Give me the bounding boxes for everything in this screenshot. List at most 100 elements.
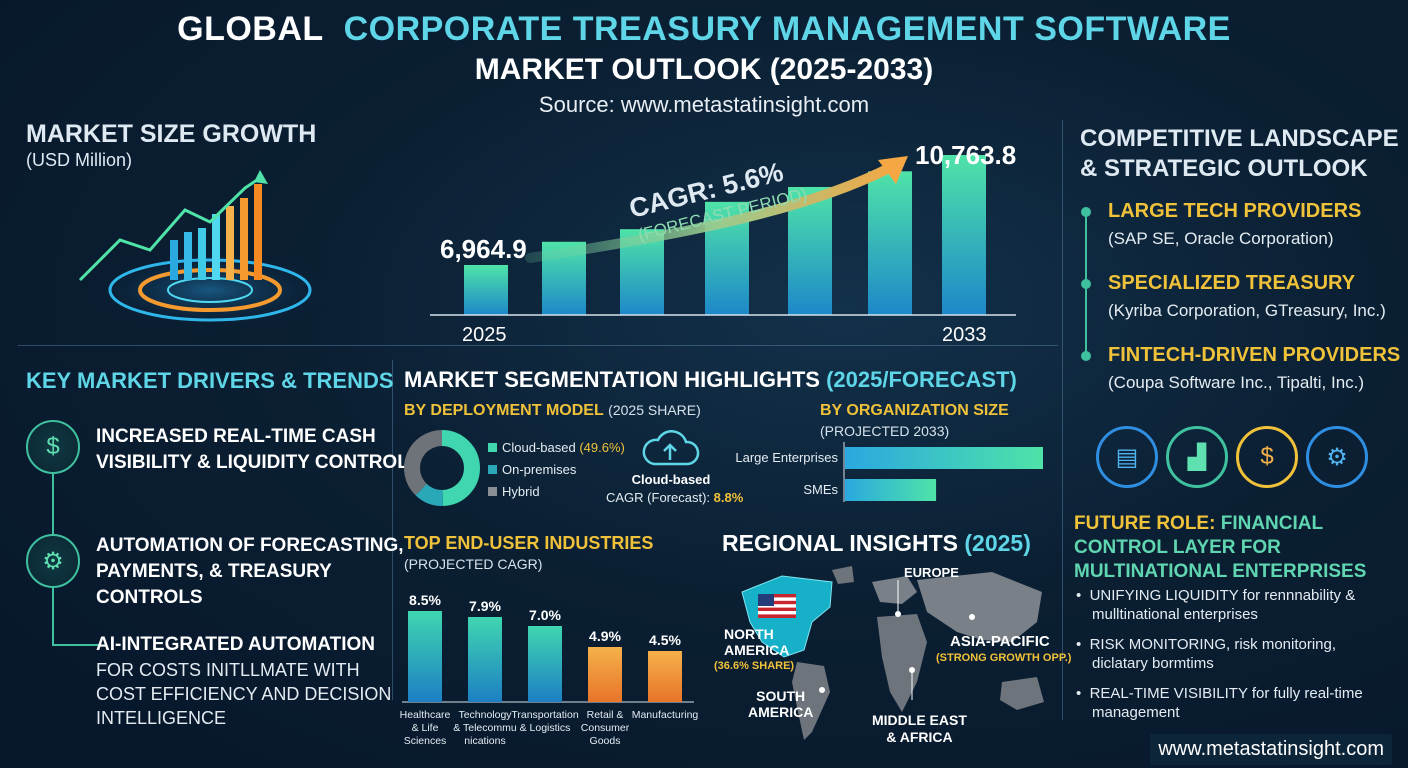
label-asia-pacific-note: (STRONG GROWTH OPP.) bbox=[936, 652, 1072, 664]
market-bar-2033 bbox=[942, 155, 986, 315]
future-role-title: FUTURE ROLE: FINANCIAL CONTROL LAYER FOR… bbox=[1074, 513, 1367, 582]
drivers-title: KEY MARKET DRIVERS & TRENDS bbox=[26, 368, 394, 393]
source-text: Source: www.metastatinsight.com bbox=[538, 92, 870, 117]
start-value-label: 6,964.9 bbox=[440, 234, 527, 264]
market-size-chart: 6,964.9 10,763.8 2025 2033 CAGR: 5.6% (F… bbox=[430, 140, 1016, 346]
drivers-connector-end bbox=[52, 644, 100, 646]
market-bar-2032 bbox=[868, 171, 912, 315]
future-item-1: • UNIFYING LIQUIDITY for rennnability & … bbox=[1076, 587, 1356, 623]
segmentation-title: MARKET SEGMENTATION HIGHLIGHTS (2025/FOR… bbox=[404, 367, 1017, 392]
label-asia-pacific: ASIA-PACIFIC bbox=[950, 633, 1050, 650]
industry-category-label: Consumer bbox=[581, 722, 630, 734]
deployment-legend: Cloud-based (49.6%) On-premises Hybrid bbox=[488, 436, 625, 502]
bar-chart-icon: ▟ bbox=[1166, 426, 1228, 488]
growth-arrow bbox=[525, 160, 900, 263]
comp-item-3-sub: (Coupa Software Inc., Tipalti, Inc.) bbox=[1108, 373, 1365, 392]
deployment-donut-chart bbox=[404, 430, 480, 506]
gear-chart-icon: ⚙ bbox=[26, 534, 80, 588]
divider-left bbox=[392, 360, 393, 700]
comp-item-2-sub: (Kyriba Corporation, GTreasury, Inc.) bbox=[1108, 301, 1386, 320]
region-australia bbox=[1000, 677, 1044, 710]
industry-bar-4 bbox=[648, 651, 682, 702]
industry-category-label: Retail & bbox=[587, 709, 624, 721]
end-year-label: 2033 bbox=[942, 324, 987, 346]
label-europe: EUROPE bbox=[904, 565, 959, 580]
start-year-label: 2025 bbox=[462, 324, 507, 346]
industry-category-label: Manufacturing bbox=[632, 709, 699, 721]
growth-chart-illustration bbox=[75, 170, 345, 332]
industries-heading: TOP END-USER INDUSTRIES bbox=[404, 533, 654, 553]
industry-category-label: & Telecommu bbox=[453, 722, 517, 734]
industry-bar-3 bbox=[588, 647, 622, 702]
industry-category-label: & Logistics bbox=[520, 722, 571, 734]
regional-title: REGIONAL INSIGHTS (2025) bbox=[722, 530, 1031, 556]
divider-horizontal bbox=[18, 345, 1058, 346]
donut-slice-cloud-based bbox=[441, 430, 480, 506]
industry-value-label: 7.9% bbox=[469, 598, 501, 614]
label-north-america: NORTH AMERICA bbox=[724, 626, 790, 658]
comp-item-1-head: LARGE TECH PROVIDERS bbox=[1108, 200, 1362, 222]
org-bar-label: SMEs bbox=[803, 482, 838, 497]
industry-bar-2 bbox=[528, 626, 562, 702]
donut-slice-hybrid bbox=[404, 430, 443, 496]
deployment-heading: BY DEPLOYMENT MODEL (2025 SHARE) bbox=[404, 402, 701, 419]
competitive-title: COMPETITIVE LANDSCAPE & STRATEGIC OUTLOO… bbox=[1080, 125, 1399, 182]
footer-url[interactable]: www.metastatinsight.com bbox=[1150, 734, 1392, 765]
label-middle-east-africa: MIDDLE EAST & AFRICA bbox=[872, 712, 967, 745]
org-bar-label: Large Enterprises bbox=[735, 450, 838, 465]
industry-bar-1 bbox=[468, 617, 502, 702]
driver-item-2: AUTOMATION OF FORECASTING, PAYMENTS, & T… bbox=[96, 535, 404, 608]
growth-arrow-head bbox=[878, 156, 908, 184]
industry-category-label: nications bbox=[464, 735, 505, 747]
legend-item-cloud: Cloud-based (49.6%) bbox=[488, 436, 625, 458]
gear-analytics-icon: ⚙ bbox=[1306, 426, 1368, 488]
industry-category-label: Transportation bbox=[511, 709, 578, 721]
industry-value-label: 4.9% bbox=[589, 628, 621, 644]
region-asia bbox=[917, 572, 1042, 642]
cloud-label: Cloud-based bbox=[631, 472, 711, 487]
industry-category-label: & Life bbox=[412, 722, 439, 734]
industry-value-label: 8.5% bbox=[409, 592, 441, 608]
world-map bbox=[741, 566, 1044, 740]
region-south-america bbox=[792, 662, 830, 740]
industry-category-label: Goods bbox=[590, 735, 621, 747]
market-bar-2025 bbox=[464, 265, 508, 315]
driver-item-3: AI-INTEGRATED AUTOMATION FOR COSTS INITL… bbox=[96, 634, 392, 728]
label-south-america: SOUTH AMERICA bbox=[748, 688, 814, 720]
industry-bar-0 bbox=[408, 611, 442, 702]
industry-category-label: Healthcare bbox=[400, 709, 451, 721]
future-item-3: • REAL-TIME VISIBILITY for fully real-ti… bbox=[1076, 685, 1363, 721]
dashboard-dollar-icon: ▤ bbox=[1096, 426, 1158, 488]
future-item-2: • RISK MONITORING, risk monitoring, dicl… bbox=[1076, 636, 1337, 672]
region-africa bbox=[877, 614, 927, 712]
label-north-america-share: (36.6% SHARE) bbox=[714, 660, 795, 672]
org-size-chart: Large Enterprises SMEs bbox=[735, 442, 1043, 502]
industry-value-label: 7.0% bbox=[529, 607, 561, 623]
cloud-upload-icon bbox=[642, 430, 700, 466]
org-bar-0 bbox=[845, 447, 1043, 469]
page-subtitle: MARKET OUTLOOK (2025-2033) bbox=[474, 53, 934, 86]
industry-category-label: Technology bbox=[458, 709, 512, 721]
market-size-title: MARKET SIZE GROWTH bbox=[26, 120, 317, 148]
cloud-cagr: CAGR (Forecast): 8.8% bbox=[606, 490, 744, 505]
org-size-note: (PROJECTED 2033) bbox=[820, 423, 950, 439]
comp-item-1-sub: (SAP SE, Oracle Corporation) bbox=[1108, 229, 1334, 248]
divider-right bbox=[1062, 120, 1063, 720]
us-flag-icon bbox=[758, 594, 796, 618]
driver-item-1: INCREASED REAL-TIME CASH VISIBILITY & LI… bbox=[96, 426, 409, 473]
org-size-heading: BY ORGANIZATION SIZE bbox=[820, 402, 1009, 419]
end-value-label: 10,763.8 bbox=[915, 140, 1016, 170]
org-bar-1 bbox=[845, 479, 937, 501]
comp-item-3-head: FINTECH-DRIVEN PROVIDERS bbox=[1108, 344, 1401, 366]
donut-slice-on-premises bbox=[415, 483, 444, 506]
industry-value-label: 4.5% bbox=[649, 632, 681, 648]
coin-document-icon: $ bbox=[1236, 426, 1298, 488]
region-greenland bbox=[832, 566, 854, 584]
region-europe bbox=[872, 576, 917, 604]
legend-item-onprem: On-premises bbox=[488, 458, 625, 480]
page-title: GLOBAL CORPORATE TREASURY MANAGEMENT SOF… bbox=[177, 10, 1231, 48]
market-size-unit: (USD Million) bbox=[26, 150, 133, 170]
industry-category-label: Sciences bbox=[404, 735, 447, 747]
legend-item-hybrid: Hybrid bbox=[488, 480, 625, 502]
